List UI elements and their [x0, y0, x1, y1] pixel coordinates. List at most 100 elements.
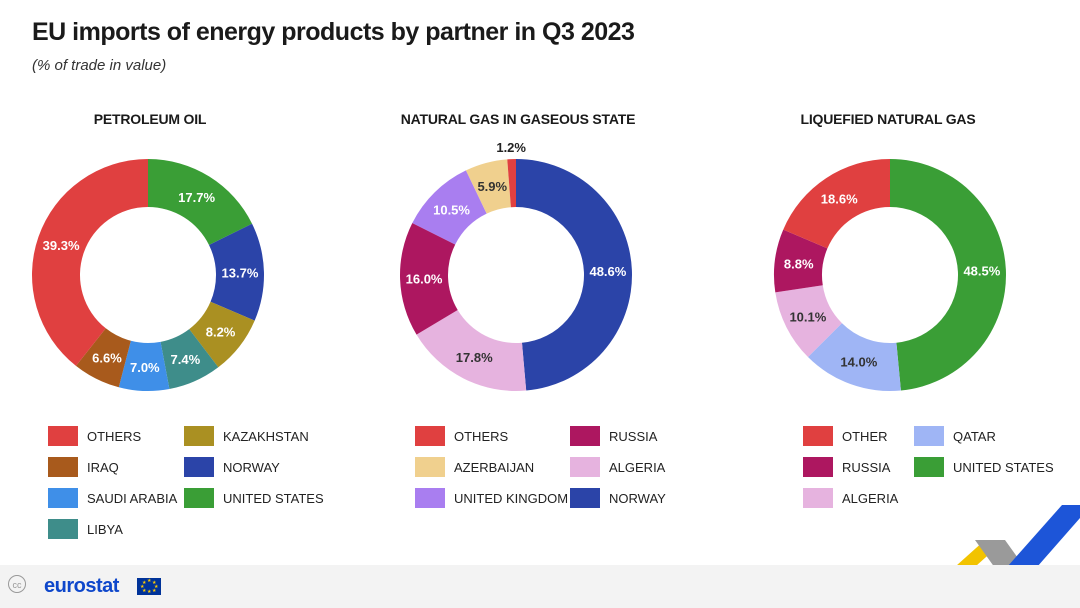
legend-swatch	[48, 488, 78, 508]
legend-swatch	[803, 488, 833, 508]
data-label-norway: 13.7%	[222, 266, 259, 281]
legend-label: LIBYA	[87, 521, 123, 537]
data-label-others: 1.2%	[496, 140, 526, 155]
legend-item-petroleum-others: OTHERS	[48, 426, 141, 446]
data-label-iraq: 6.6%	[92, 350, 122, 365]
legend-item-lng-united-states: UNITED STATES	[914, 457, 1054, 477]
slice-norway	[209, 223, 264, 321]
slice-algeria	[775, 285, 842, 358]
eurostat-logo[interactable]: eurostat	[44, 575, 119, 597]
stripe-blue	[1000, 505, 1080, 575]
slice-norway	[516, 159, 633, 391]
eu-flag-icon: ★ ★ ★ ★ ★ ★ ★ ★	[137, 578, 161, 595]
legend-item-petroleum-libya: LIBYA	[48, 519, 123, 539]
creative-commons-icon: cc	[8, 575, 26, 593]
donut-hole	[81, 208, 215, 342]
legend-swatch	[48, 519, 78, 539]
chart-title-lng: LIQUEFIED NATURAL GAS	[800, 111, 976, 127]
slice-saudi-arabia	[118, 340, 170, 391]
chart-title-petroleum: PETROLEUM OIL	[93, 111, 207, 127]
legend-item-petroleum-kazakhstan: KAZAKHSTAN	[184, 426, 309, 446]
data-label-qatar: 14.0%	[840, 355, 877, 370]
legend-label: IRAQ	[87, 459, 119, 475]
legend-swatch	[803, 457, 833, 477]
legend-item-natural-gas-norway: NORWAY	[570, 488, 666, 508]
legend-label: UNITED STATES	[953, 459, 1054, 475]
footer-bar	[0, 565, 1080, 608]
legend-item-lng-qatar: QATAR	[914, 426, 996, 446]
legend-swatch	[415, 426, 445, 446]
legend-item-natural-gas-others: OTHERS	[415, 426, 508, 446]
legend-swatch	[570, 426, 600, 446]
legend-label: OTHERS	[87, 428, 142, 444]
data-label-others: 39.3%	[43, 238, 80, 253]
legend-item-natural-gas-azerbaijan: AZERBAIJAN	[415, 457, 534, 477]
data-label-russia: 16.0%	[406, 271, 443, 286]
legend-item-petroleum-saudi-arabia: SAUDI ARABIA	[48, 488, 177, 508]
slice-united-kingdom	[412, 170, 487, 245]
legend-item-lng-algeria: ALGERIA	[803, 488, 898, 508]
legend-label: ALGERIA	[842, 490, 899, 506]
legend-label: QATAR	[953, 428, 996, 444]
legend-swatch	[570, 457, 600, 477]
legend-label: NORWAY	[609, 490, 666, 506]
data-label-norway: 48.6%	[589, 264, 626, 279]
legend-label: OTHERS	[454, 428, 509, 444]
data-label-united-kingdom: 10.5%	[433, 202, 470, 217]
legend-swatch	[914, 426, 944, 446]
slice-united-states	[148, 159, 253, 245]
data-label-united-states: 48.5%	[963, 264, 1000, 279]
slice-iraq	[75, 328, 131, 388]
legend-label: UNITED KINGDOM	[454, 490, 569, 506]
legend-swatch	[803, 426, 833, 446]
legend-swatch	[48, 426, 78, 446]
legend-label: KAZAKHSTAN	[223, 428, 309, 444]
slice-algeria	[416, 309, 527, 391]
slice-united-states	[890, 159, 1006, 391]
page-subtitle: (% of trade in value)	[32, 57, 167, 74]
legend-item-natural-gas-algeria: ALGERIA	[570, 457, 665, 477]
legend-label: RUSSIA	[842, 459, 891, 475]
legend-item-petroleum-norway: NORWAY	[184, 457, 280, 477]
data-label-united-states: 17.7%	[178, 190, 215, 205]
slice-russia	[774, 229, 828, 293]
legend-item-natural-gas-russia: RUSSIA	[570, 426, 657, 446]
legend-label: NORWAY	[223, 459, 280, 475]
data-label-other: 18.6%	[821, 191, 858, 206]
slice-qatar	[807, 323, 901, 391]
slice-others	[507, 159, 516, 208]
legend-item-petroleum-united-states: UNITED STATES	[184, 488, 324, 508]
legend-label: AZERBAIJAN	[454, 459, 535, 475]
legend-item-natural-gas-united-kingdom: UNITED KINGDOM	[415, 488, 568, 508]
slice-other	[783, 159, 890, 249]
donut-chart-natural-gas: 48.6% 17.8% 16.0% 10.5% 5.9% 1.2%	[400, 140, 633, 391]
legend-swatch	[914, 457, 944, 477]
data-label-russia: 8.8%	[784, 256, 814, 271]
legend-item-petroleum-iraq: IRAQ	[48, 457, 119, 477]
donut-hole	[449, 208, 583, 342]
slice-others	[32, 159, 148, 366]
data-label-saudi-arabia: 7.0%	[130, 360, 160, 375]
legend-item-lng-other: OTHER	[803, 426, 888, 446]
legend-swatch	[48, 457, 78, 477]
slice-russia	[400, 222, 458, 335]
legend-item-lng-russia: RUSSIA	[803, 457, 890, 477]
legend-label: OTHER	[842, 428, 888, 444]
page-title: EU imports of energy products by partner…	[32, 18, 635, 46]
legend-swatch	[415, 488, 445, 508]
legend-swatch	[184, 426, 214, 446]
data-label-algeria: 10.1%	[789, 310, 826, 325]
slice-libya	[160, 329, 219, 390]
donut-hole	[823, 208, 957, 342]
legend-swatch	[415, 457, 445, 477]
legend-label: RUSSIA	[609, 428, 658, 444]
data-label-azerbaijan: 5.9%	[477, 179, 507, 194]
donut-chart-lng: 48.5% 14.0% 10.1% 8.8% 18.6%	[774, 159, 1006, 391]
legend-label: SAUDI ARABIA	[87, 490, 178, 506]
donut-chart-petroleum: 17.7% 13.7% 8.2% 7.4% 7.0% 6.6% 39.3%	[32, 159, 264, 391]
data-label-algeria: 17.8%	[456, 350, 493, 365]
legend-swatch	[184, 457, 214, 477]
slice-azerbaijan	[465, 159, 511, 214]
data-label-kazakhstan: 8.2%	[206, 325, 236, 340]
